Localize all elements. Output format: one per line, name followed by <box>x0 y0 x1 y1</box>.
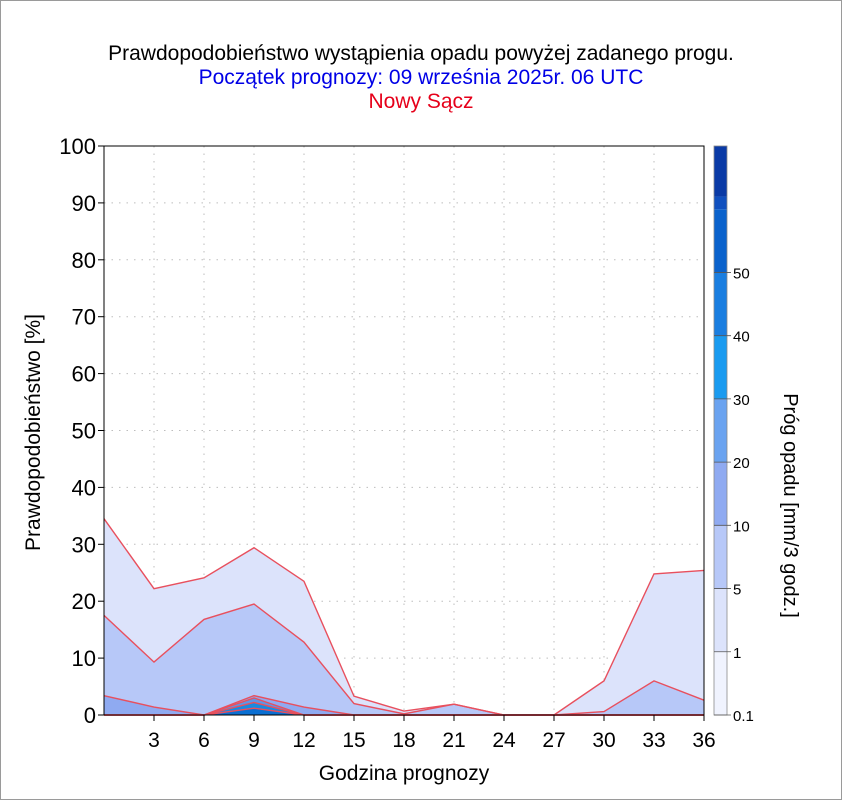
colorbar-label: Próg opadu [mm/3 godz.] <box>779 393 801 618</box>
y-tick-label: 80 <box>72 248 96 273</box>
area-threshold-1 <box>104 604 704 715</box>
colorbar-band <box>714 335 727 399</box>
grid-lines <box>104 146 704 715</box>
colorbar-band <box>714 525 727 589</box>
x-tick-label: 21 <box>442 729 465 752</box>
threshold-colorbar: 0.1 1 5 10 20 30 40 50 Próg opadu [mm/3 godz.] <box>713 145 801 725</box>
y-tick-label: 0 <box>84 703 96 728</box>
y-tick-label: 90 <box>72 191 96 216</box>
line-threshold-1 <box>103 603 705 716</box>
x-tick-label: 33 <box>642 729 665 752</box>
y-tick-label: 40 <box>72 475 96 500</box>
chart-title: Prawdopodobieństwo wystąpienia opadu pow… <box>108 42 734 65</box>
colorbar-band <box>714 588 727 652</box>
x-tick-label: 36 <box>692 729 715 752</box>
x-tick-label: 3 <box>148 729 160 752</box>
y-tick-label: 60 <box>72 362 96 387</box>
area-threshold-30 <box>104 708 704 715</box>
colorbar-tick-label: 0.1 <box>733 708 754 725</box>
colorbar-tick-label: 5 <box>733 582 741 599</box>
colorbar-tick-label: 10 <box>733 518 750 535</box>
colorbar-band <box>714 196 727 210</box>
forecast-start-subtitle: Początek prognozy: 09 września 2025r. 06… <box>198 66 644 89</box>
x-tick-label: 9 <box>248 729 260 752</box>
line-threshold-0_1 <box>103 518 705 716</box>
y-tick-label: 50 <box>72 419 96 444</box>
colorbar-band <box>714 146 727 197</box>
station-name: Nowy Sącz <box>368 90 474 113</box>
y-tick-label: 30 <box>72 532 96 557</box>
colorbar-tick-label: 50 <box>733 265 750 282</box>
x-axis: 3 6 9 12 15 18 21 24 27 30 33 36 <box>148 715 716 752</box>
x-tick-label: 18 <box>392 729 415 752</box>
colorbar-band <box>714 209 727 273</box>
colorbar-band <box>714 272 727 336</box>
x-tick-label: 30 <box>592 729 615 752</box>
y-tick-label: 20 <box>72 589 96 614</box>
colorbar-tick-label: 30 <box>733 392 750 409</box>
x-tick-label: 24 <box>492 729 516 752</box>
x-axis-label: Godzina prognozy <box>319 762 490 785</box>
x-tick-label: 27 <box>542 729 565 752</box>
colorbar-tick-label: 40 <box>733 329 750 346</box>
x-tick-label: 12 <box>292 729 315 752</box>
x-tick-label: 15 <box>342 729 365 752</box>
y-axis: 0 10 20 30 40 50 60 70 80 90 100 <box>59 134 104 728</box>
y-tick-label: 70 <box>72 305 96 330</box>
colorbar-band <box>714 398 727 463</box>
y-tick-label: 10 <box>72 646 96 671</box>
y-tick-label: 100 <box>59 134 96 159</box>
x-tick-label: 6 <box>198 729 210 752</box>
colorbar-tick-label: 1 <box>733 645 741 662</box>
colorbar-band <box>714 462 727 526</box>
y-axis-label: Prawdopodobieństwo [%] <box>22 314 45 551</box>
colorbar-band <box>714 651 727 715</box>
colorbar-tick-label: 20 <box>733 455 750 472</box>
